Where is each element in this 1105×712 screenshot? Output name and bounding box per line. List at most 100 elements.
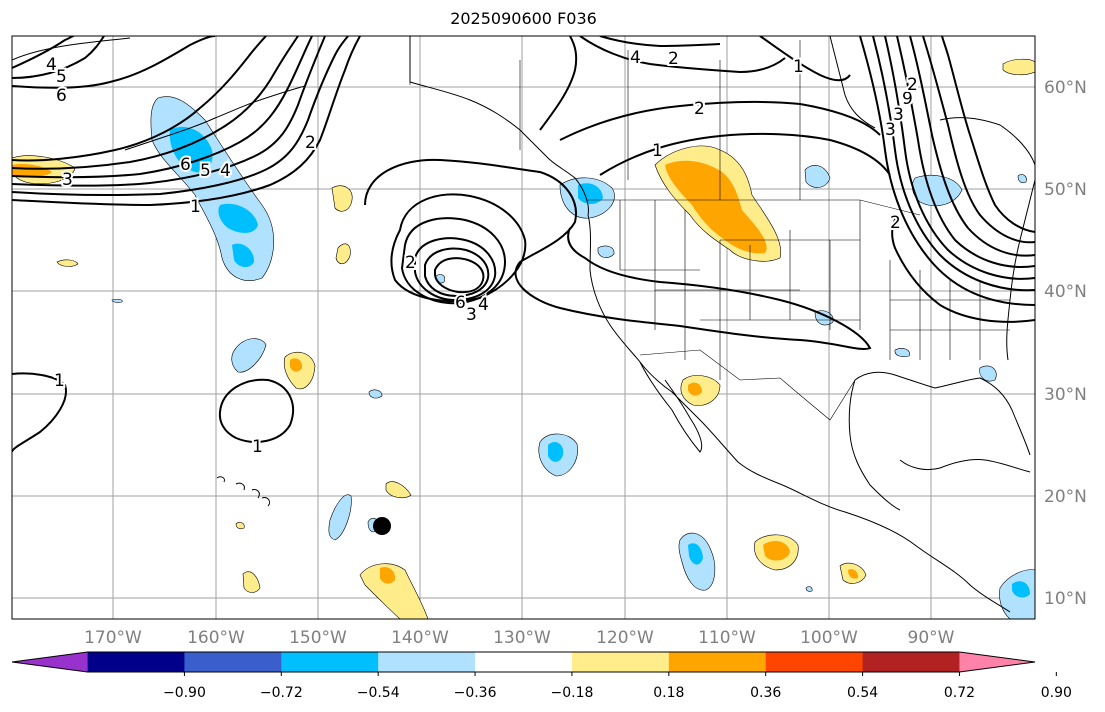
shade-yellow-5 — [385, 481, 412, 499]
contour-pac-low-2 — [390, 193, 527, 302]
shade-small-blue-12 — [111, 298, 123, 303]
contour-northeast-1 — [759, 36, 851, 82]
shade-blue-13 — [1017, 174, 1027, 184]
lon-label: 130°W — [493, 628, 551, 648]
shade-yellow-9 — [242, 571, 261, 593]
contour-ne-trough-2 — [872, 36, 1035, 292]
coast-hawaii-4 — [261, 497, 271, 507]
contour-label: 6 — [180, 155, 191, 175]
shade-small-blue-2 — [597, 245, 615, 258]
colorbar-tick-label: 0.18 — [653, 685, 684, 701]
colorbar-segment — [184, 652, 282, 672]
contour-ne-trough-6 — [922, 36, 1035, 244]
colorbar-segment — [765, 652, 864, 672]
shade-west-orange — [12, 163, 52, 178]
coast-hawaii-3 — [251, 489, 260, 499]
contour-label: 3 — [62, 170, 73, 190]
lon-label: 140°W — [391, 628, 449, 648]
contour-label: 2 — [694, 99, 705, 119]
contour-label: 6 — [56, 86, 67, 106]
shade-small-blue-5 — [894, 348, 910, 357]
shade-hawaii-orange-1 — [290, 358, 303, 372]
coast-yucatan-cuba — [899, 459, 1031, 473]
contour-label: 2 — [405, 253, 416, 273]
coast-northeast — [939, 117, 1035, 166]
colorbar-segment — [668, 652, 767, 672]
contour-aleut-3 — [12, 36, 326, 187]
contour-aleut-1 — [12, 36, 361, 207]
contour-label: 3 — [466, 305, 477, 325]
coast-alaska — [409, 36, 589, 216]
colorbar-tick-label: 0.36 — [750, 685, 781, 701]
colorbar-outline — [11, 651, 1036, 673]
colorbar-tick-label: −0.18 — [550, 685, 593, 701]
contour-label: 2 — [890, 213, 901, 233]
lon-label: 170°W — [84, 628, 142, 648]
contour-label: 2 — [305, 133, 316, 153]
colorbar-extend-min — [12, 652, 88, 672]
contour-label: 6 — [455, 293, 466, 313]
coast-siberia — [12, 37, 131, 61]
colorbar — [11, 651, 1036, 673]
contour-ne-trough-4 — [896, 36, 1035, 268]
storm-center-marker — [373, 517, 391, 535]
shade-blue-8 — [328, 494, 352, 541]
contour-north-5 — [12, 36, 105, 79]
shade-yellow-10 — [359, 563, 429, 619]
contour-aleut-5 — [12, 36, 299, 170]
contour-labels: 4 5 6 1 2 3 6 5 4 2 4 3 2 1 2 6 4 3 1 2 … — [44, 46, 920, 459]
contour-canada-2 — [559, 100, 881, 141]
contour-label: 3 — [885, 120, 896, 140]
shade-orange-7 — [763, 540, 790, 561]
colorbar-segment — [378, 652, 476, 672]
lon-label: 160°W — [187, 628, 245, 648]
shade-yellow-6 — [235, 522, 245, 530]
colorbar-segment — [87, 652, 185, 672]
colorbar-segment — [281, 652, 379, 672]
contour-label: 2 — [907, 75, 918, 95]
contour-aleut-2 — [12, 36, 349, 197]
contour-north-4b — [599, 36, 721, 48]
latitude-labels: 60°N 50°N 40°N 30°N 20°N 10°N — [1044, 78, 1087, 609]
coast-hawaii-1 — [216, 476, 225, 483]
contour-pac-high-1 — [364, 158, 872, 350]
shade-small-yellow-2 — [335, 243, 351, 265]
shade-baja-orange — [688, 382, 702, 396]
longitude-labels: 170°W 160°W 150°W 140°W 130°W 120°W 110°… — [84, 628, 955, 648]
contour-label: 2 — [668, 49, 679, 69]
shade-small-blue-4 — [814, 310, 834, 326]
coast-hudson — [829, 36, 876, 129]
colorbar-tick-label: −0.72 — [260, 685, 303, 701]
shade-small-blue-6 — [979, 365, 997, 382]
lat-label: 10°N — [1044, 589, 1087, 609]
contour-label: 1 — [252, 437, 263, 457]
coastlines — [12, 36, 1035, 613]
contour-ne-trough-3 — [884, 36, 1035, 280]
contour-label: 5 — [200, 161, 211, 181]
lon-label: 120°W — [596, 628, 654, 648]
shade-small-blue-1 — [804, 165, 831, 188]
contour-aleut-4 — [12, 36, 313, 179]
shade-orange-8 — [848, 569, 859, 579]
coast-mexico-gulf — [848, 379, 901, 511]
lat-label: 20°N — [1044, 487, 1087, 507]
shade-hawaii-blue-1 — [231, 338, 267, 373]
contour-label: 1 — [652, 141, 663, 161]
coast-aleutians — [124, 85, 306, 151]
colorbar-tick-label: −0.36 — [454, 685, 497, 701]
contour-pac-low-5 — [424, 247, 490, 298]
contour-ne-trough-1 — [859, 36, 1035, 306]
colorbar-segment — [862, 652, 960, 672]
colorbar-segment — [571, 652, 670, 672]
contour-label: 3 — [893, 105, 904, 125]
lon-label: 100°W — [800, 628, 858, 648]
colorbar-tick-label: 0.72 — [944, 685, 975, 701]
contour-canada-1 — [599, 132, 891, 176]
contour-label: 1 — [54, 371, 65, 391]
contour-label: 4 — [478, 295, 489, 315]
shade-central-america-cyan — [1012, 581, 1030, 598]
shade-orange-10 — [380, 567, 396, 584]
contour-alaska-2 — [539, 36, 578, 131]
map-border — [11, 35, 1036, 620]
